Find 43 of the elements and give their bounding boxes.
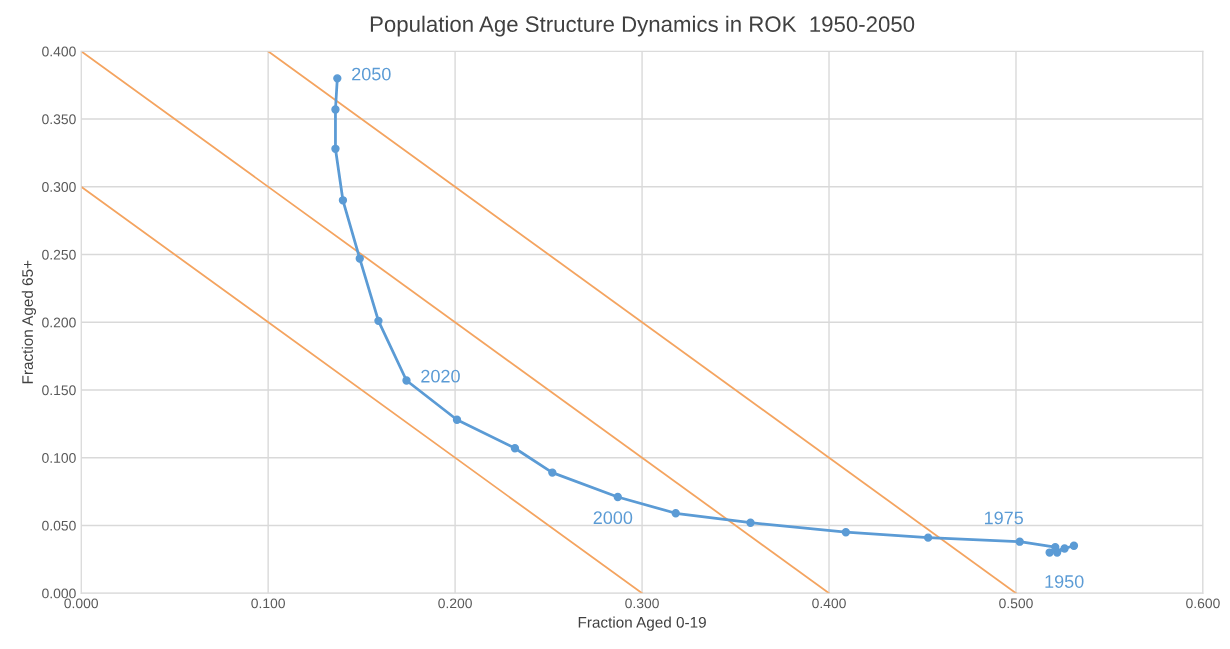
annotation: 2000: [593, 511, 633, 525]
annotation: 1975: [984, 511, 1024, 525]
x-tick-label: 0.100: [251, 598, 285, 609]
point: [331, 105, 340, 114]
point: [355, 254, 364, 263]
x-tick-label: 0.000: [64, 598, 99, 609]
point: [1015, 537, 1024, 546]
point: [548, 468, 557, 477]
point: [1069, 541, 1079, 550]
y-tick-label: 0.200: [42, 317, 76, 328]
x-axis-title: Fraction Aged 0-19: [578, 616, 706, 631]
x-tick-label: 0.600: [1186, 598, 1220, 609]
point: [923, 533, 933, 542]
point: [333, 74, 342, 83]
annotation: 1950: [1045, 575, 1084, 588]
point: [338, 196, 348, 205]
point: [452, 415, 462, 424]
y-tick-label: 0.250: [42, 249, 76, 260]
point: [613, 492, 622, 502]
annotation: 2050: [352, 67, 391, 81]
point: [671, 509, 680, 518]
y-tick-label: 0.100: [42, 453, 76, 463]
annotation: 2020: [421, 369, 460, 383]
x-tick-label: 0.500: [999, 598, 1033, 609]
y-tick-label: 0.400: [42, 46, 76, 57]
point: [746, 518, 755, 527]
y-tick-label: 0.350: [42, 114, 76, 125]
x-tick-label: 0.200: [438, 598, 472, 609]
point: [402, 376, 411, 385]
point: [331, 144, 340, 153]
x-tick-label: 0.300: [625, 598, 659, 609]
y-tick-label: 0.050: [42, 520, 76, 531]
point: [841, 528, 851, 537]
chart-title: Population Age Structure Dynamics in ROK 1950-2050: [370, 15, 915, 37]
point: [510, 444, 520, 453]
y-tick-label: 0.300: [42, 182, 76, 192]
point: [1045, 548, 1054, 557]
y-axis-title: Fraction Aged 65+: [21, 260, 37, 384]
x-tick-label: 0.400: [812, 598, 846, 609]
point: [1060, 544, 1069, 553]
y-tick-label: 0.150: [42, 385, 76, 396]
y-tick-label: 0.000: [42, 588, 76, 599]
point: [374, 316, 383, 326]
